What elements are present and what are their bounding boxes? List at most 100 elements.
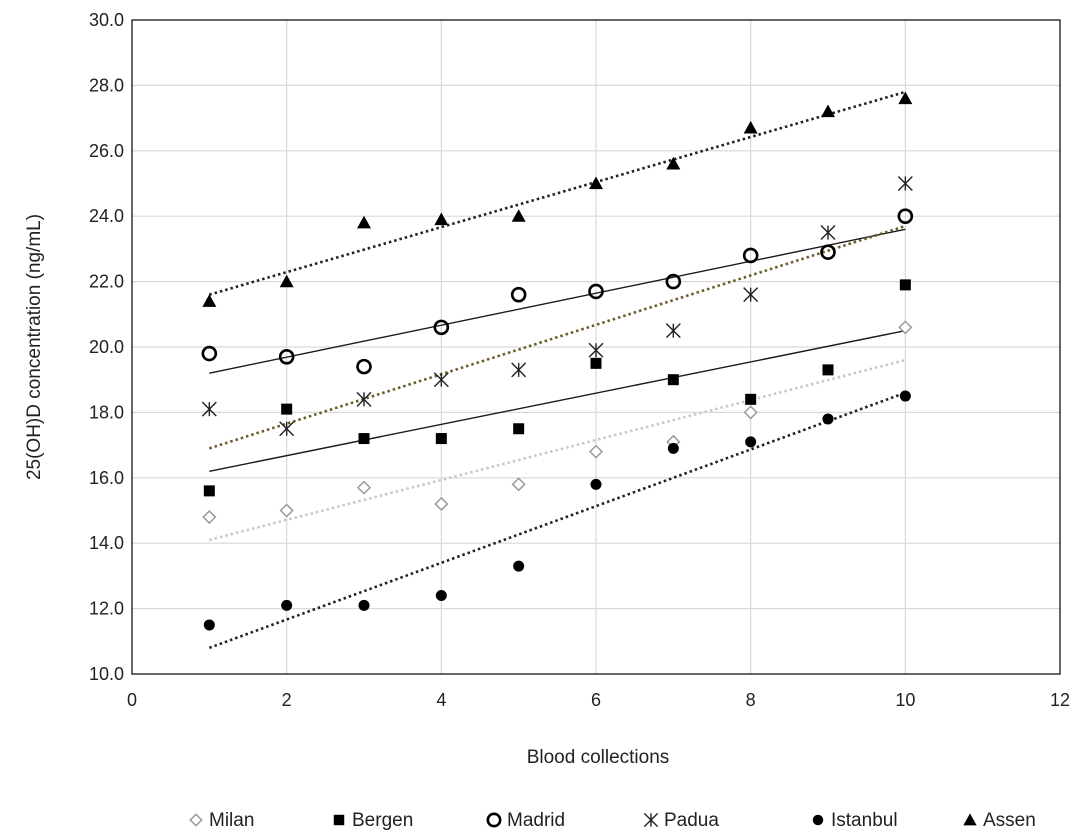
point-istanbul — [358, 599, 370, 611]
x-tick-label: 12 — [1050, 690, 1070, 710]
legend-marker-assen — [963, 813, 977, 826]
point-bergen — [203, 485, 215, 497]
point-padua — [279, 421, 295, 437]
marker-shape — [435, 433, 447, 445]
data-points — [201, 91, 914, 631]
marker-shape — [433, 319, 450, 336]
marker-shape — [511, 209, 526, 222]
point-madrid — [356, 358, 372, 375]
point-istanbul — [667, 442, 679, 454]
marker-shape — [588, 444, 604, 459]
point-bergen — [281, 403, 293, 415]
marker-shape — [588, 283, 604, 300]
marker-shape — [665, 273, 682, 290]
marker-shape — [821, 104, 835, 118]
x-tick-label: 8 — [746, 690, 756, 710]
marker-shape — [513, 423, 525, 435]
point-assen — [279, 274, 294, 288]
marker-shape — [822, 413, 834, 425]
y-tick-label: 22.0 — [89, 272, 124, 292]
marker-shape — [590, 357, 602, 369]
marker-shape — [897, 208, 914, 224]
point-istanbul — [281, 599, 293, 611]
legend-marker-padua — [643, 812, 659, 828]
point-madrid — [665, 273, 682, 290]
point-bergen — [513, 423, 525, 435]
legend-item-istanbul: Istanbul — [812, 810, 898, 831]
marker-shape — [899, 279, 911, 291]
marker-shape — [202, 509, 217, 525]
point-milan — [434, 496, 449, 512]
trendline-madrid — [209, 228, 906, 374]
legend-item-padua: Padua — [643, 810, 719, 831]
legend-item-assen: Assen — [963, 810, 1036, 831]
legend-marker-milan — [189, 813, 203, 827]
marker-shape — [281, 403, 293, 415]
marker-shape — [434, 212, 449, 226]
point-padua — [511, 362, 527, 378]
legend-label-milan: Milan — [209, 810, 254, 831]
marker-shape — [279, 503, 294, 518]
point-milan — [511, 477, 526, 492]
legend-item-madrid: Madrid — [486, 810, 565, 831]
marker-shape — [822, 364, 834, 376]
point-padua — [433, 372, 449, 388]
x-axis-title: Blood collections — [527, 747, 670, 768]
y-tick-label: 18.0 — [89, 402, 124, 422]
x-tick-label: 2 — [282, 690, 292, 710]
legend-item-bergen: Bergen — [333, 810, 413, 831]
point-istanbul — [822, 413, 834, 425]
legend-marker-istanbul — [812, 814, 824, 826]
point-istanbul — [745, 436, 757, 448]
marker-shape — [590, 478, 602, 490]
y-tick-label: 30.0 — [89, 10, 124, 30]
marker-shape — [201, 345, 218, 362]
point-bergen — [590, 357, 602, 369]
point-bergen — [667, 374, 679, 386]
point-assen — [898, 91, 913, 105]
legend-item-milan: Milan — [189, 810, 254, 831]
point-padua — [588, 342, 604, 358]
marker-shape — [666, 156, 681, 170]
marker-shape — [511, 477, 526, 492]
point-assen — [202, 294, 217, 307]
marker-shape — [278, 349, 295, 365]
marker-shape — [357, 215, 371, 229]
point-padua — [201, 401, 217, 417]
point-istanbul — [203, 619, 215, 631]
point-padua — [665, 323, 681, 339]
point-madrid — [820, 244, 836, 260]
marker-shape — [667, 442, 679, 454]
point-milan — [279, 503, 294, 518]
marker-shape — [356, 358, 372, 375]
point-madrid — [433, 319, 450, 336]
marker-shape — [189, 813, 203, 827]
legend-marker-bergen — [333, 814, 345, 826]
marker-shape — [358, 599, 370, 611]
legend-label-assen: Assen — [983, 810, 1036, 831]
marker-shape — [742, 247, 759, 264]
legend-label-istanbul: Istanbul — [831, 810, 898, 831]
tick-labels: 0 2 4 6 8 10 12 10.0 12.0 14.0 16.0 18.0 20.0 22.0 24.… — [89, 10, 1070, 710]
x-tick-label: 4 — [436, 690, 446, 710]
marker-shape — [745, 436, 757, 448]
point-assen — [821, 104, 835, 118]
point-bergen — [358, 433, 370, 445]
trendlines — [208, 90, 906, 650]
point-istanbul — [590, 478, 602, 490]
point-madrid — [897, 208, 914, 224]
marker-shape — [667, 374, 679, 386]
y-tick-label: 10.0 — [89, 664, 124, 684]
y-axis-title: 25(OH)D concentration (ng/mL) — [24, 214, 45, 480]
trendline-assen — [208, 90, 906, 296]
marker-shape — [812, 814, 824, 826]
marker-shape — [435, 590, 447, 602]
marker-shape — [743, 405, 758, 420]
point-istanbul — [899, 390, 911, 402]
x-tick-label: 6 — [591, 690, 601, 710]
plot-area-border — [131, 19, 1061, 675]
trendline-padua — [208, 224, 906, 450]
marker-shape — [898, 320, 913, 335]
legend: Milan Bergen Madrid Padua Istanbul Assen — [189, 810, 1036, 831]
marker-shape — [820, 244, 836, 260]
